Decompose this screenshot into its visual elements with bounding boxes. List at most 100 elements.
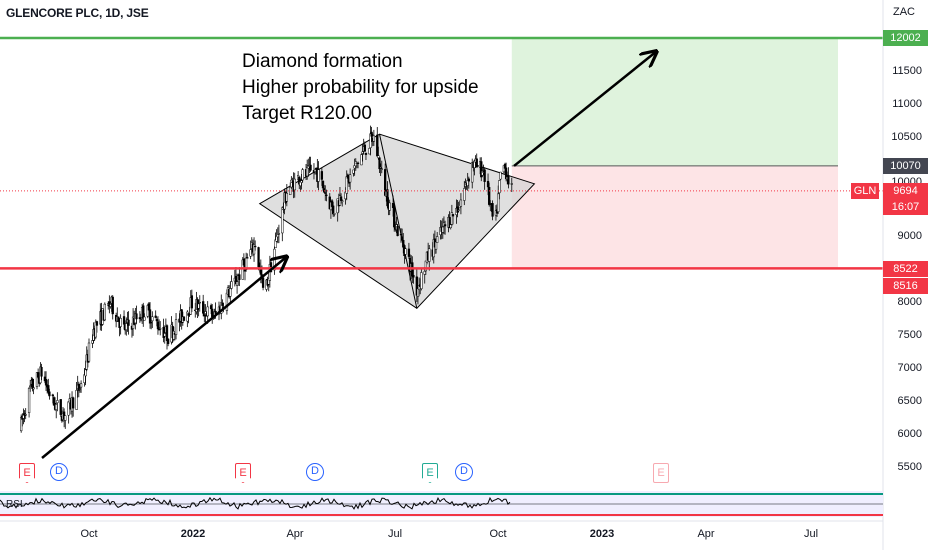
candle-body [428,249,430,262]
candle-body [55,404,57,409]
annotation-line-1[interactable]: Diamond formation [242,50,403,74]
annotation-line-2[interactable]: Higher probability for upside [242,76,479,100]
candle-body [164,333,166,336]
candle-body [368,148,370,153]
candle-body [277,234,279,237]
stop-price-badge-2: 8516 [883,278,928,294]
candle-body [64,416,66,421]
candle-body [139,317,141,318]
candle-body [207,307,209,316]
candle-body [497,194,499,212]
x-tick: Oct [80,528,97,540]
last-price-badge: 9694 [883,183,928,199]
candle-body [142,306,144,319]
axis-unit-label: ZAC [893,6,915,18]
candle-body [262,278,264,288]
stop-zone[interactable] [512,166,838,269]
candle-body [281,208,283,233]
x-tick: Oct [489,528,506,540]
candle-body [202,301,204,313]
candle-body [72,398,74,408]
candle-body [361,155,363,165]
candle-body [149,310,151,324]
candle-body [444,225,446,226]
candle-body [33,388,35,389]
candle-body [198,304,200,308]
stop-price-badge: 8522 [883,261,928,277]
candle-body [85,370,87,376]
candle-body [458,210,460,211]
x-tick: Apr [697,528,714,540]
candle-body [123,316,125,324]
target-zone[interactable] [512,38,838,166]
candle-body [347,175,349,178]
candle-body [322,181,324,188]
candle-body [424,271,426,274]
candle-body [199,302,201,303]
candle-body [258,247,260,266]
candle-body [246,257,248,258]
candle-body [167,339,169,344]
earnings-event-icon[interactable]: E [653,463,669,483]
y-tick: 9000 [898,230,922,242]
candle-body [507,176,509,185]
candle-body [183,317,185,321]
entry-price-badge: 10070 [883,158,928,174]
candle-body [60,399,62,414]
candle-body [484,170,486,182]
candle-body [373,136,375,141]
y-tick: 11500 [892,65,922,77]
candle-body [110,304,112,306]
rsi-label: RSI [6,499,23,510]
candle-body [318,170,320,182]
x-tick: Jul [804,528,818,540]
annotation-line-3[interactable]: Target R120.00 [242,102,372,126]
y-tick: 7000 [898,362,922,374]
candle-body [41,367,43,376]
candle-body [332,206,334,214]
candle-body [191,296,193,308]
candle-body [250,250,252,257]
candle-body [49,392,51,396]
candle-body [365,153,367,155]
candle-body [254,246,256,247]
candle-body [128,320,130,326]
diamond-pattern[interactable] [260,134,535,308]
dividend-event-icon[interactable]: D [455,463,473,481]
candle-body [340,197,342,201]
candle-body [211,309,213,317]
candle-body [80,384,82,387]
candle-body [436,237,438,243]
y-tick: 6000 [898,428,922,440]
candle-body [79,389,81,390]
candle-body [401,237,403,240]
dividend-event-icon[interactable]: D [50,463,68,481]
candle-body [238,275,240,280]
candle-body [56,400,58,402]
candle-body [229,288,231,296]
candle-body [210,305,212,308]
y-tick: 8000 [898,296,922,308]
candle-body [155,316,157,318]
candle-body [452,214,454,216]
y-tick: 10500 [891,131,922,143]
candle-body [306,168,308,176]
trend-arrow-lower[interactable] [42,257,287,458]
candle-body [289,187,291,195]
candle-body [236,282,238,286]
candle-body [500,172,502,179]
candle-body [175,320,177,335]
candle-body [88,343,90,361]
candle-body [341,201,343,202]
candle-body [357,163,359,164]
x-tick: 2023 [590,528,614,540]
candle-body [290,180,292,187]
candle-body [29,386,31,387]
candle-body [492,203,494,216]
target-price-badge: 12002 [883,30,928,46]
candle-body [150,322,152,323]
candle-body [442,227,444,232]
candle-body [408,249,410,257]
candle-body [301,181,303,183]
dividend-event-icon[interactable]: D [306,463,324,481]
